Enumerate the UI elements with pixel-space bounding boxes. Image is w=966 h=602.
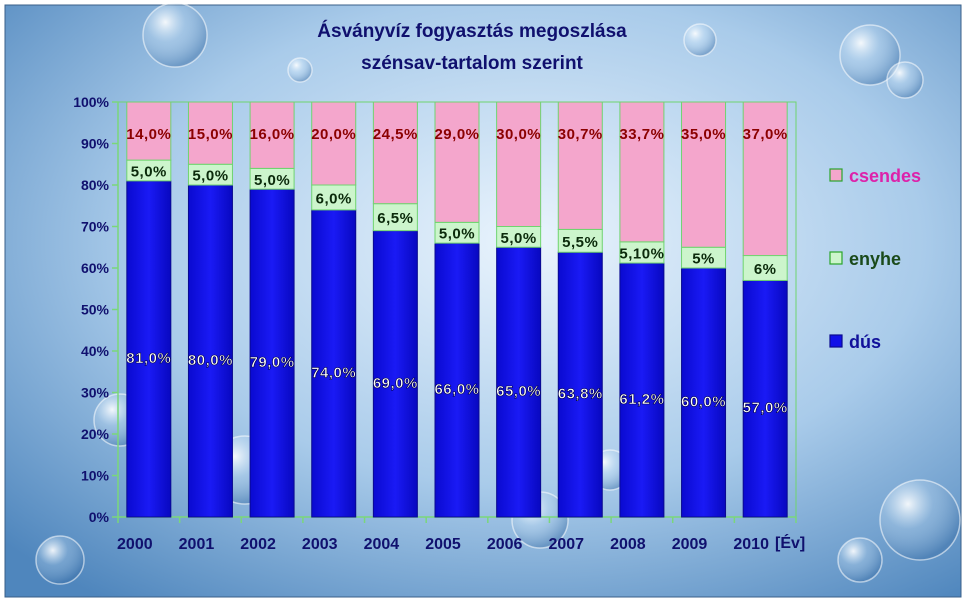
bar-csendes-2002 [249,101,295,169]
bar-csendes-2006 [496,101,542,227]
data-label-csendes-2006: 30,0% [496,126,541,143]
data-label-dús-2009: 60,0% [681,394,726,411]
data-label-enyhe-2002: 5,0% [254,172,290,189]
y-tick-label: 100% [73,94,109,110]
y-tick-label: 50% [81,302,110,318]
bar-dús-2010 [742,279,788,518]
y-tick-label: 60% [81,260,110,276]
data-label-dús-2010: 57,0% [743,400,788,417]
data-label-enyhe-2010: 6% [754,261,777,278]
data-label-dús-2006: 65,0% [496,383,541,400]
bar-csendes-2007 [557,101,603,230]
x-axis-label: [Év] [775,533,805,552]
x-tick-label: 2010 [733,536,769,553]
data-label-enyhe-2009: 5% [692,251,715,268]
legend-label-enyhe: enyhe [849,249,901,269]
bar-csendes-2010 [742,101,788,257]
data-label-csendes-2008: 33,7% [619,126,664,143]
data-label-csendes-2007: 30,7% [558,126,603,143]
bar-dús-2001 [187,184,233,518]
legend: csendes enyhe dús [829,166,921,352]
x-tick-label: 2000 [117,536,153,553]
x-tick-label: 2001 [179,536,215,553]
bar-dús-2005 [434,242,480,518]
data-label-csendes-2010: 37,0% [743,126,788,143]
y-tick-label: 30% [81,385,110,401]
y-tick-label: 80% [81,177,110,193]
data-label-csendes-2005: 29,0% [434,126,479,143]
bar-dús-2000 [126,180,172,518]
bar-csendes-2000 [126,101,172,161]
bar-dús-2002 [249,188,295,518]
bar-dús-2003 [311,209,357,518]
bar-csendes-2001 [187,101,233,165]
y-tick-label: 10% [81,468,110,484]
legend-label-csendes: csendes [849,166,921,186]
bar-dús-2009 [681,267,727,518]
legend-swatch-enyhe [829,251,843,265]
x-tick-label: 2006 [487,536,523,553]
bar-enyhe-2003 [311,184,357,211]
data-label-enyhe-2008: 5,10% [619,245,664,262]
bar-csendes-2009 [681,101,727,248]
legend-label-dús: dús [849,332,881,352]
data-label-enyhe-2006: 5,0% [501,230,537,247]
y-tick-label: 40% [81,343,110,359]
bubble-decoration [35,2,961,585]
data-label-enyhe-2004: 6,5% [377,210,413,227]
data-label-csendes-2000: 14,0% [126,126,171,143]
x-tick-label: 2003 [302,536,338,553]
data-label-dús-2001: 80,0% [188,352,233,369]
data-label-csendes-2003: 20,0% [311,126,356,143]
y-tick-label: 90% [81,136,110,152]
data-label-dús-2005: 66,0% [434,381,479,398]
data-label-dús-2004: 69,0% [373,375,418,392]
data-label-enyhe-2005: 5,0% [439,226,475,243]
legend-swatch-dús [829,334,843,348]
data-label-enyhe-2007: 5,5% [562,234,598,251]
bar-dús-2008 [619,262,665,518]
bar-csendes-2005 [434,101,480,223]
y-tick-label: 20% [81,426,110,442]
bar-csendes-2004 [372,101,418,205]
chart-title-line-2: szénsav-tartalom szerint [361,53,583,74]
x-tick-label: 2007 [548,536,584,553]
x-tick-label: 2004 [364,536,400,553]
data-label-csendes-2002: 16,0% [250,126,295,143]
bar-dús-2007 [557,251,603,518]
data-label-enyhe-2000: 5,0% [131,163,167,180]
y-tick-label: 0% [89,509,110,525]
bar-dús-2006 [496,246,542,518]
data-label-dús-2007: 63,8% [558,386,603,403]
bar-csendes-2003 [311,101,357,186]
y-tick-label: 70% [81,219,110,235]
bar-enyhe-2010 [742,255,788,281]
bar-dús-2004 [372,230,418,518]
x-tick-label: 2005 [425,536,461,553]
bar-enyhe-2004 [372,203,418,232]
x-tick-label: 2008 [610,536,646,553]
data-label-enyhe-2003: 6,0% [316,190,352,207]
data-label-csendes-2001: 15,0% [188,126,233,143]
data-label-csendes-2004: 24,5% [373,126,418,143]
data-label-dús-2003: 74,0% [311,364,356,381]
data-label-enyhe-2001: 5,0% [192,168,228,185]
x-tick-label: 2009 [672,536,708,553]
x-tick-label: 2002 [240,536,276,553]
data-label-dús-2008: 61,2% [619,391,664,408]
bar-csendes-2008 [619,101,665,243]
data-label-csendes-2009: 35,0% [681,126,726,143]
legend-swatch-csendes [829,168,843,182]
chart-title-line-1: Ásványvíz fogyasztás megoszlása [317,20,627,42]
data-label-dús-2000: 81,0% [126,350,171,367]
data-label-dús-2002: 79,0% [250,354,295,371]
